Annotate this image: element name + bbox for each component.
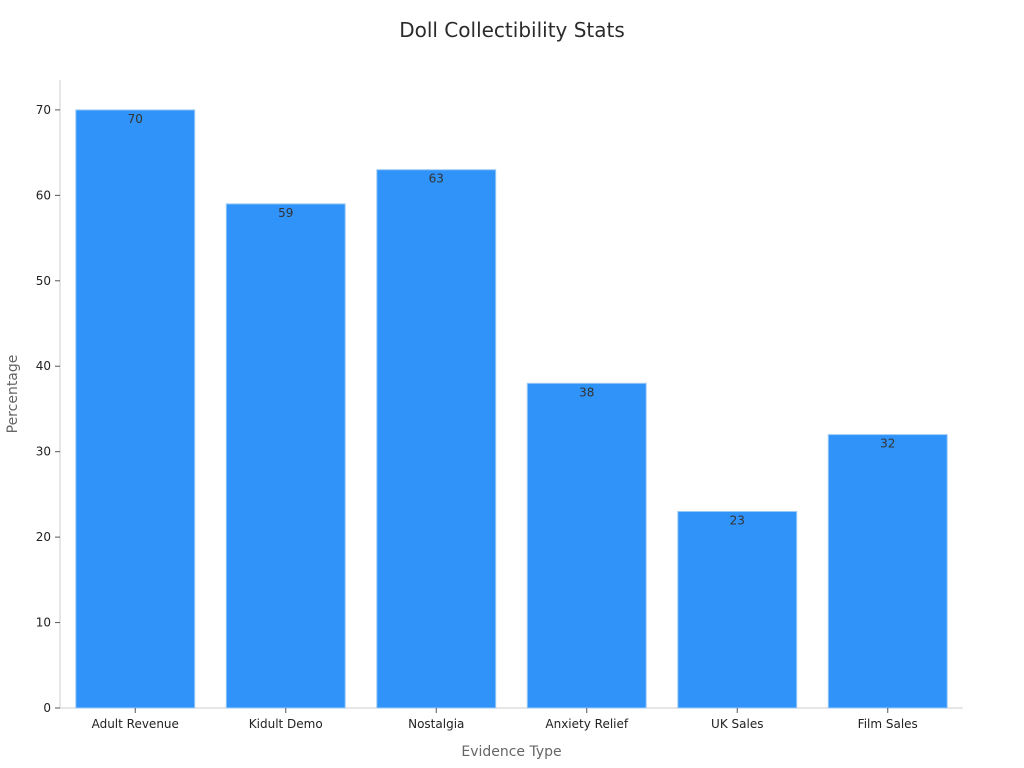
x-tick-label: Nostalgia bbox=[408, 717, 464, 731]
y-tick-label: 0 bbox=[43, 701, 51, 715]
y-tick-label: 40 bbox=[36, 359, 51, 373]
y-axis-label: Percentage bbox=[5, 355, 21, 434]
data-label: 38 bbox=[579, 385, 594, 399]
bar bbox=[677, 510, 798, 709]
data-label: 70 bbox=[128, 112, 143, 126]
x-tick-label: UK Sales bbox=[711, 717, 763, 731]
y-tick-label: 60 bbox=[36, 188, 51, 202]
x-tick-label: Film Sales bbox=[858, 717, 918, 731]
bar bbox=[75, 109, 196, 709]
bar bbox=[827, 434, 948, 709]
bar bbox=[526, 382, 647, 709]
bar bbox=[376, 169, 497, 709]
y-tick-label: 10 bbox=[36, 616, 51, 630]
x-tick-label: Adult Revenue bbox=[92, 717, 179, 731]
data-label: 59 bbox=[278, 206, 293, 220]
x-axis-label: Evidence Type bbox=[461, 744, 561, 760]
y-tick-label: 50 bbox=[36, 274, 51, 288]
x-tick-label: Kidult Demo bbox=[249, 717, 323, 731]
data-label: 23 bbox=[730, 513, 745, 527]
bar bbox=[225, 203, 346, 709]
y-tick-label: 20 bbox=[36, 530, 51, 544]
x-tick-label: Anxiety Relief bbox=[545, 717, 628, 731]
chart-title: Doll Collectibility Stats bbox=[399, 18, 625, 42]
y-tick-label: 30 bbox=[36, 445, 51, 459]
data-label: 32 bbox=[880, 437, 895, 451]
data-label: 63 bbox=[429, 172, 444, 186]
y-tick-label: 70 bbox=[36, 103, 51, 117]
